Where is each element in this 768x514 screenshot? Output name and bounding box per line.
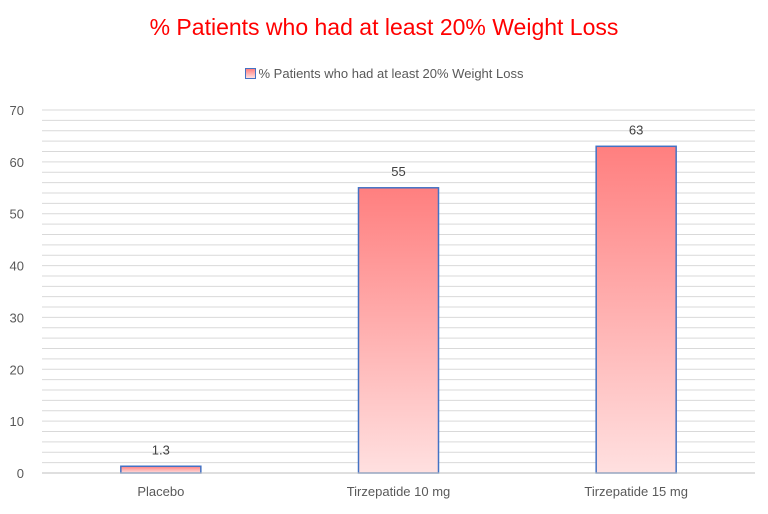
y-tick-label: 10 [10, 414, 24, 429]
y-tick-label: 30 [10, 310, 24, 325]
x-tick-label: Tirzepatide 15 mg [584, 484, 688, 499]
y-tick-label: 50 [10, 207, 24, 222]
legend-label: % Patients who had at least 20% Weight L… [258, 66, 524, 81]
bars [120, 145, 677, 474]
y-axis-ticks: 0 10 20 30 40 50 60 70 [10, 103, 24, 481]
x-tick-label: Tirzepatide 10 mg [347, 484, 451, 499]
y-tick-label: 40 [10, 259, 24, 274]
y-tick-label: 70 [10, 103, 24, 118]
data-label: 1.3 [152, 442, 170, 457]
legend-swatch [244, 68, 256, 79]
bar [595, 145, 677, 474]
y-tick-label: 60 [10, 155, 24, 170]
y-tick-label: 20 [10, 362, 24, 377]
bar [357, 187, 440, 474]
chart-title: % Patients who had at least 20% Weight L… [149, 14, 619, 40]
data-label: 63 [629, 122, 643, 137]
bar [120, 465, 202, 474]
data-labels: 1.3 55 63 [152, 122, 644, 457]
x-tick-label: Placebo [137, 484, 184, 499]
data-label: 55 [391, 164, 405, 179]
y-tick-label: 0 [17, 466, 24, 481]
legend: % Patients who had at least 20% Weight L… [0, 66, 768, 81]
x-axis-ticks: Placebo Tirzepatide 10 mg Tirzepatide 15 m… [137, 484, 688, 499]
